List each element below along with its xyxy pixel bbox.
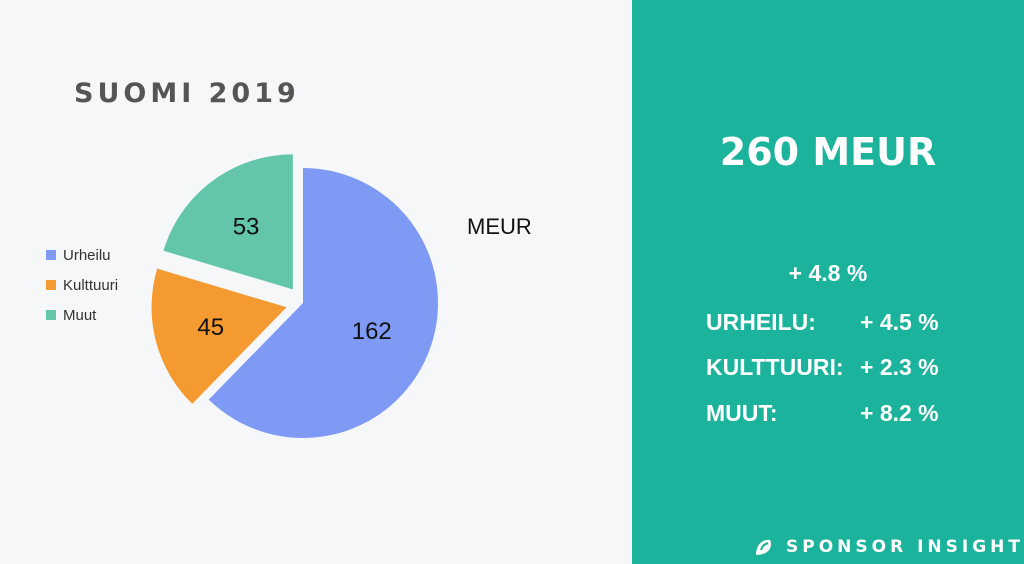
legend-item-urheilu: Urheilu [46, 240, 118, 270]
pie-slice-muut [163, 154, 293, 290]
brand-name: SPONSOR INSIGHT [786, 537, 1024, 557]
pie-slice-urheilu [208, 168, 438, 438]
data-label-kulttuuri: 45 [197, 314, 224, 341]
stat-label-urheilu: URHEILU: [706, 309, 816, 335]
stat-value-muut: + 8.2 % [860, 400, 939, 426]
sponsor-insight-logo-icon [756, 539, 771, 555]
legend-label-urheilu: Urheilu [63, 246, 111, 264]
total-change: + 4.8 % [788, 260, 868, 286]
total-headline: 260 MEUR [719, 130, 937, 174]
stat-value-kulttuuri: + 2.3 % [860, 354, 939, 380]
data-label-urheilu: 162 [352, 318, 392, 345]
pie-slice-kulttuuri [151, 268, 287, 404]
legend-swatch-muut [46, 310, 56, 320]
legend-swatch-kulttuuri [46, 280, 56, 290]
data-label-muut: 53 [233, 214, 260, 241]
legend-swatch-urheilu [46, 250, 56, 260]
pie-chart: 162 45 53 [151, 154, 438, 438]
stat-value-urheilu: + 4.5 % [860, 309, 939, 335]
legend-item-muut: Muut [46, 300, 118, 330]
right-panel [632, 0, 1024, 564]
stat-label-muut: MUUT: [706, 400, 778, 426]
chart-legend: Urheilu Kulttuuri Muut [46, 240, 118, 330]
chart-title: SUOMI 2019 [74, 78, 300, 109]
unit-label: MEUR [467, 214, 532, 239]
stat-label-kulttuuri: KULTTUURI: [706, 354, 844, 380]
brand-footer: SPONSOR INSIGHT [752, 535, 1024, 559]
left-panel: SUOMI 2019 162 45 53 MEUR Urheilu Kulttuur… [46, 78, 532, 438]
legend-label-muut: Muut [63, 306, 97, 324]
legend-item-kulttuuri: Kulttuuri [46, 270, 118, 300]
legend-label-kulttuuri: Kulttuuri [63, 276, 119, 294]
